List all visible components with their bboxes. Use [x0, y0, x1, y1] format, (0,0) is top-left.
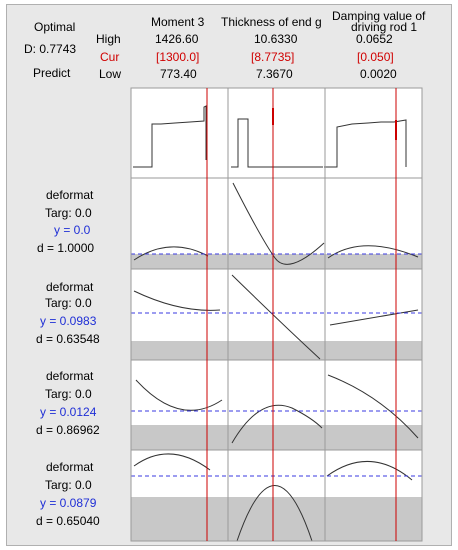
composite-curve-2 — [231, 118, 323, 168]
factor-low-2: 7.3670 — [256, 67, 293, 81]
factor-name-3-line1: Damping value of — [332, 9, 426, 23]
response-y-2: y = 0.0983 — [40, 314, 97, 328]
factor-high-3: 0.0652 — [356, 32, 393, 46]
curve-1-2 — [232, 182, 325, 265]
response-d-2: d = 0.63548 — [36, 332, 100, 346]
composite-curve-3 — [324, 119, 407, 168]
curve-4-2 — [236, 485, 313, 542]
cur-label: Cur — [100, 50, 120, 64]
grid-border — [130, 87, 423, 542]
curve-1-1 — [133, 246, 209, 261]
curve-4-3 — [326, 460, 413, 481]
band-4 — [131, 497, 422, 541]
factor-cur-3[interactable]: [0.050] — [357, 50, 394, 64]
response-y-3: y = 0.0124 — [40, 405, 97, 419]
curve-4-1 — [133, 453, 211, 471]
low-label: Low — [99, 67, 122, 81]
band-3 — [131, 425, 422, 450]
curve-2-2 — [231, 274, 321, 360]
band-2 — [131, 341, 422, 360]
response-name-1: deformat — [46, 188, 94, 202]
band-1 — [131, 254, 422, 269]
response-d-3: d = 0.86962 — [36, 423, 100, 437]
curve-2-1 — [133, 290, 221, 311]
response-target-2: Targ: 0.0 — [45, 296, 92, 310]
response-y-1: y = 0.0 — [54, 223, 91, 237]
factor-name-3-line2: driving rod 1 — [351, 20, 418, 34]
composite-row — [131, 88, 422, 178]
response-d-1: d = 1.0000 — [37, 241, 95, 255]
curve-3-3 — [327, 374, 419, 439]
composite-desirability: D: 0.7743 — [24, 42, 77, 56]
predict-label: Predict — [33, 66, 71, 80]
response-name-2: deformat — [46, 280, 94, 294]
factor-low-3: 0.0020 — [360, 67, 397, 81]
response-row-1 — [131, 178, 422, 269]
factor-name-1: Moment 3 — [151, 15, 205, 29]
factor-cur-1[interactable]: [1300.0] — [156, 50, 200, 64]
factor-high-1: 1426.60 — [155, 32, 199, 46]
high-label: High — [96, 32, 121, 46]
factor-high-2: 10.6330 — [254, 32, 298, 46]
response-name-4: deformat — [46, 460, 94, 474]
curve-3-1 — [135, 379, 223, 411]
response-target-4: Targ: 0.0 — [45, 478, 92, 492]
factor-low-1: 773.40 — [160, 67, 197, 81]
curve-3-2 — [231, 404, 323, 444]
response-target-1: Targ: 0.0 — [45, 206, 92, 220]
composite-curve-1 — [133, 105, 207, 168]
response-d-4: d = 0.65040 — [36, 514, 100, 528]
factor-cur-2[interactable]: [8.7735] — [251, 50, 295, 64]
response-name-3: deformat — [46, 369, 94, 383]
response-target-3: Targ: 0.0 — [45, 387, 92, 401]
response-y-4: y = 0.0879 — [40, 496, 97, 510]
curve-2-3 — [329, 309, 419, 326]
optimal-label: Optimal — [34, 20, 76, 34]
factor-name-2: Thickness of end g — [221, 15, 322, 29]
